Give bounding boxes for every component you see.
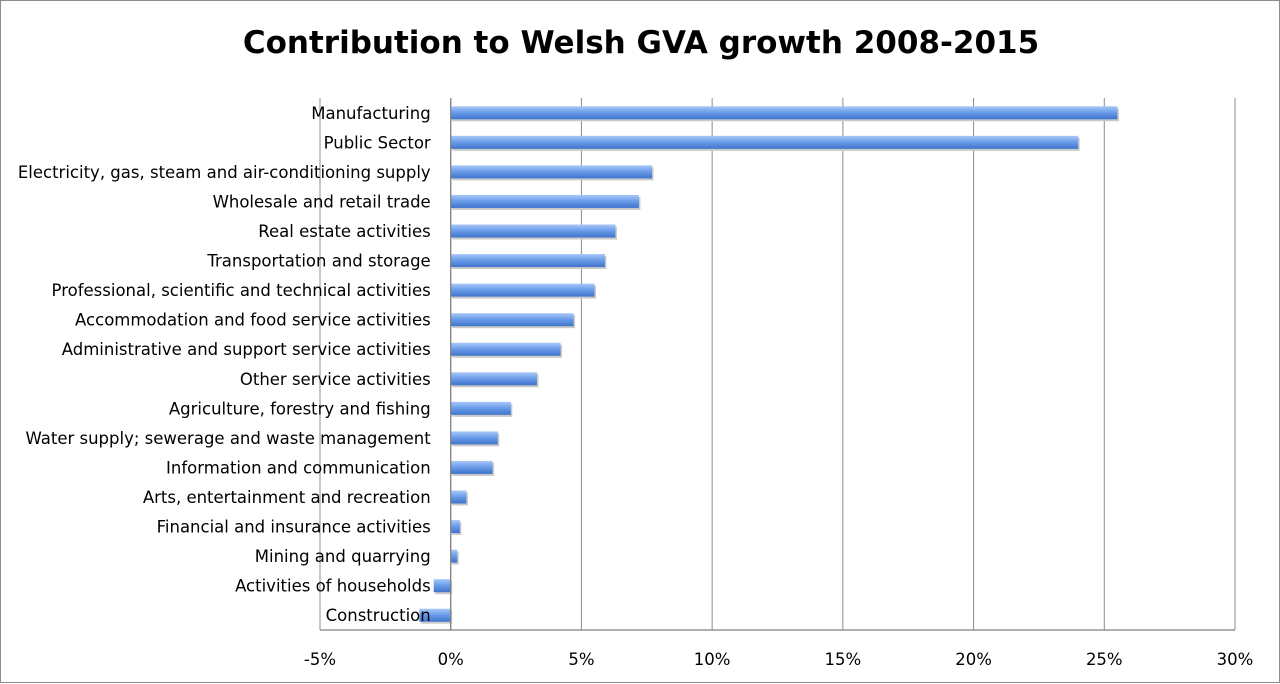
category-label: Wholesale and retail trade bbox=[213, 192, 431, 211]
category-label: Mining and quarrying bbox=[255, 547, 431, 566]
bar bbox=[450, 106, 1118, 120]
x-tick-label: 5% bbox=[568, 650, 594, 669]
axes bbox=[320, 98, 1235, 631]
x-tick-label: 30% bbox=[1217, 650, 1254, 669]
category-label: Professional, scientific and technical a… bbox=[52, 281, 431, 300]
category-label: Arts, entertainment and recreation bbox=[143, 488, 431, 507]
bar bbox=[450, 224, 616, 238]
category-label: Administrative and support service activ… bbox=[62, 340, 431, 359]
x-tick-label: 0% bbox=[438, 650, 464, 669]
bar bbox=[450, 313, 574, 327]
bar bbox=[450, 372, 537, 386]
category-label: Manufacturing bbox=[311, 104, 430, 123]
bar bbox=[450, 165, 653, 179]
category-label: Public Sector bbox=[324, 133, 431, 152]
bars bbox=[419, 106, 1119, 624]
category-label: Agriculture, forestry and fishing bbox=[169, 399, 431, 418]
bar bbox=[450, 283, 595, 297]
category-label: Electricity, gas, steam and air-conditio… bbox=[18, 163, 431, 182]
chart-title: Contribution to Welsh GVA growth 2008-20… bbox=[242, 25, 1040, 61]
category-label: Financial and insurance activities bbox=[157, 518, 431, 537]
bar bbox=[450, 194, 639, 208]
bar bbox=[450, 254, 605, 268]
bar bbox=[450, 431, 498, 445]
x-tick-label: 25% bbox=[1086, 650, 1123, 669]
bar bbox=[450, 401, 511, 415]
category-label: Transportation and storage bbox=[206, 252, 430, 271]
category-label: Accommodation and food service activitie… bbox=[75, 311, 431, 330]
bar bbox=[450, 135, 1079, 149]
category-label: Real estate activities bbox=[258, 222, 430, 241]
category-labels: Manufacturing Public Sector Electricity, g… bbox=[18, 104, 431, 625]
bar bbox=[450, 342, 561, 356]
category-label: Information and communication bbox=[166, 458, 431, 477]
x-tick-label: 20% bbox=[955, 650, 992, 669]
x-tick-label: -5% bbox=[304, 650, 336, 669]
category-label: Other service activities bbox=[240, 370, 431, 389]
bar bbox=[450, 460, 493, 474]
bar bbox=[450, 520, 460, 534]
bar bbox=[419, 608, 451, 622]
category-label: Construction bbox=[326, 606, 431, 625]
category-label: Activities of households bbox=[235, 577, 431, 596]
bar bbox=[450, 549, 458, 563]
x-tick-label: 15% bbox=[825, 650, 862, 669]
x-tick-label: 10% bbox=[694, 650, 731, 669]
bar bbox=[450, 490, 467, 504]
category-label: Water supply; sewerage and waste managem… bbox=[25, 429, 431, 448]
bar bbox=[433, 579, 451, 593]
x-tick-labels: -5% 0% 5% 10% 15% 20% 25% 30% bbox=[304, 650, 1253, 669]
